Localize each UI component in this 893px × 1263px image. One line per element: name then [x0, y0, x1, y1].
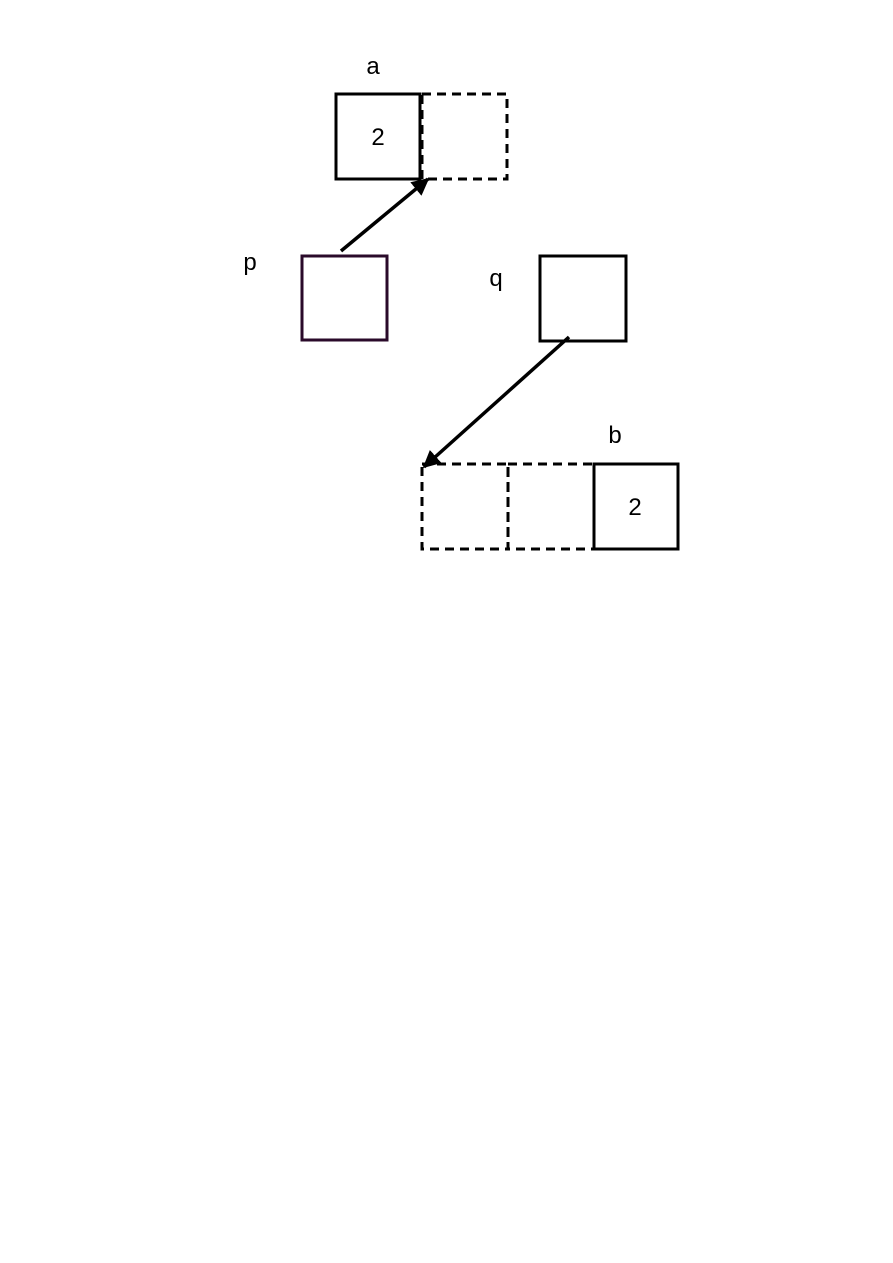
pointer-p-label: p — [243, 249, 256, 276]
array-b-cell-1 — [506, 462, 596, 551]
array-a: a 2 — [334, 53, 509, 181]
pointer-q: q — [489, 254, 628, 343]
array-a-cell-0-value: 2 — [371, 124, 384, 151]
array-b-cell-0 — [420, 462, 510, 551]
array-b-label: b — [608, 422, 621, 449]
array-b-cell-2 — [592, 462, 680, 551]
pointer-p-box — [300, 254, 389, 342]
array-b-cell-2-value: 2 — [628, 494, 641, 521]
array-b: b 2 — [420, 422, 680, 551]
arrow-q-to-b — [422, 335, 571, 469]
array-a-label: a — [366, 53, 380, 80]
arrow-p-to-a — [339, 177, 430, 253]
pointer-q-box — [538, 254, 628, 343]
pointer-q-label: q — [489, 265, 502, 292]
array-a-cell-0 — [334, 92, 422, 181]
array-a-cell-1 — [420, 92, 509, 181]
pointer-p: p — [243, 249, 389, 342]
